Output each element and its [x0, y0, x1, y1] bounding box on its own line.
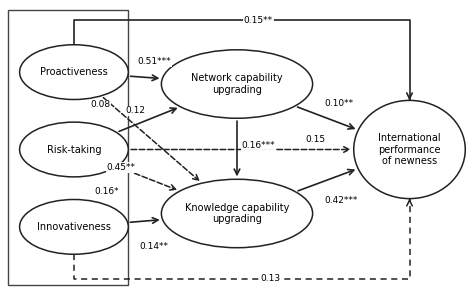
Text: Proactiveness: Proactiveness	[40, 67, 108, 77]
Ellipse shape	[19, 122, 128, 177]
Text: 0.08: 0.08	[90, 100, 110, 109]
Text: 0.15**: 0.15**	[244, 16, 273, 25]
Text: Knowledge capability
upgrading: Knowledge capability upgrading	[185, 203, 289, 224]
Ellipse shape	[19, 45, 128, 100]
Text: 0.16***: 0.16***	[241, 141, 275, 150]
Text: 0.42***: 0.42***	[324, 196, 358, 205]
Text: 0.10**: 0.10**	[324, 99, 353, 108]
Ellipse shape	[161, 50, 313, 118]
Text: 0.51***: 0.51***	[137, 57, 171, 66]
Ellipse shape	[354, 100, 465, 199]
Text: 0.14**: 0.14**	[140, 242, 169, 251]
Text: 0.12: 0.12	[126, 106, 146, 115]
Text: International
performance
of newness: International performance of newness	[378, 133, 441, 166]
Ellipse shape	[19, 199, 128, 254]
Text: Network capability
upgrading: Network capability upgrading	[191, 73, 283, 95]
Text: 0.13: 0.13	[260, 274, 280, 283]
Ellipse shape	[161, 179, 313, 248]
Text: 0.45**: 0.45**	[107, 163, 136, 172]
Text: Innovativeness: Innovativeness	[37, 222, 111, 232]
Text: 0.16*: 0.16*	[95, 187, 119, 196]
Text: Risk-taking: Risk-taking	[47, 144, 101, 155]
Text: 0.15: 0.15	[305, 135, 325, 144]
